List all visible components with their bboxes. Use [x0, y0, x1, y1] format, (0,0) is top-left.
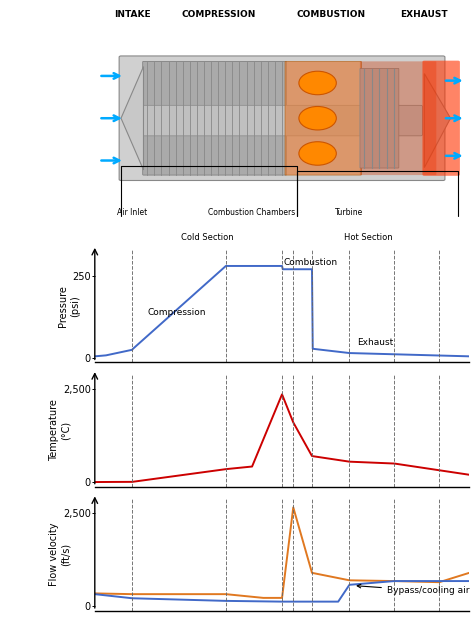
Polygon shape: [121, 67, 144, 170]
Text: Combustion Chambers: Combustion Chambers: [209, 207, 296, 217]
Ellipse shape: [299, 107, 337, 130]
Ellipse shape: [299, 142, 337, 165]
Text: Combustion: Combustion: [284, 259, 338, 267]
Text: Cold Section: Cold Section: [181, 233, 234, 242]
Text: Bypass/cooling air: Bypass/cooling air: [357, 584, 469, 595]
FancyBboxPatch shape: [360, 61, 436, 175]
Text: Turbine: Turbine: [335, 207, 364, 217]
FancyBboxPatch shape: [285, 61, 361, 175]
Y-axis label: Temperature
(°C): Temperature (°C): [49, 399, 71, 461]
Text: EXHAUST: EXHAUST: [401, 10, 448, 19]
FancyBboxPatch shape: [360, 68, 399, 168]
Polygon shape: [424, 73, 450, 168]
Text: COMBUSTION: COMBUSTION: [296, 10, 365, 19]
Ellipse shape: [299, 71, 337, 95]
Text: Exhaust: Exhaust: [357, 339, 393, 347]
FancyBboxPatch shape: [143, 61, 286, 175]
Y-axis label: Pressure
(psi): Pressure (psi): [58, 285, 80, 327]
Text: INTAKE: INTAKE: [114, 10, 151, 19]
Text: Compression: Compression: [147, 308, 206, 317]
FancyBboxPatch shape: [142, 106, 422, 136]
Text: COMPRESSION: COMPRESSION: [181, 10, 255, 19]
FancyBboxPatch shape: [119, 56, 445, 181]
Y-axis label: Flow velocity
(ft/s): Flow velocity (ft/s): [49, 523, 71, 586]
Text: Air Inlet: Air Inlet: [117, 207, 147, 217]
FancyBboxPatch shape: [422, 60, 460, 176]
Text: Hot Section: Hot Section: [344, 233, 392, 242]
